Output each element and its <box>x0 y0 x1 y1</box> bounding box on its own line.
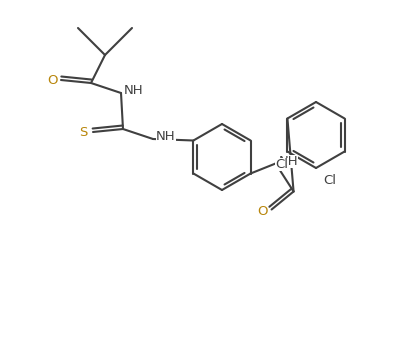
Text: NH: NH <box>124 84 144 97</box>
Text: O: O <box>258 205 268 218</box>
Text: Cl: Cl <box>324 174 336 187</box>
Text: NH: NH <box>279 155 298 168</box>
Text: Cl: Cl <box>275 158 288 171</box>
Text: O: O <box>47 73 57 86</box>
Text: S: S <box>79 126 87 138</box>
Text: NH: NH <box>156 131 176 144</box>
